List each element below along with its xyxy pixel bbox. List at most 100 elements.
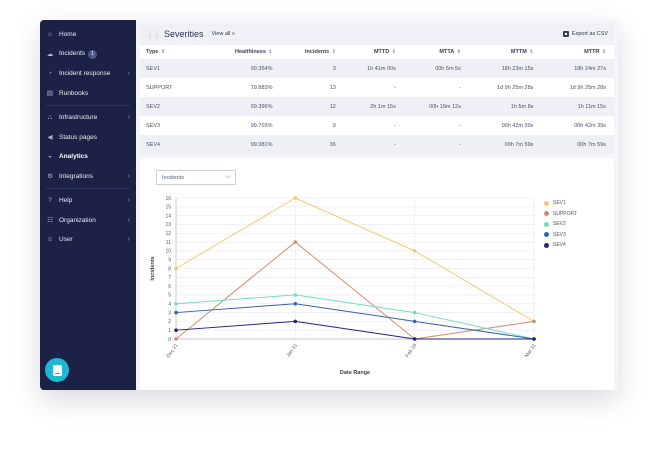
table-cell: 36 <box>280 135 344 154</box>
legend-swatch <box>544 200 549 206</box>
severities-table: Type ⇕ Healthiness ⇕ Incidents ⇕ MTTD ⇕ MTTA… <box>140 45 614 154</box>
export-csv-button[interactable]: Export as CSV <box>562 31 608 37</box>
sidebar-divider <box>46 105 130 106</box>
analytics-icon: ◒ <box>48 153 52 161</box>
column-header-label: MTTD <box>373 49 390 55</box>
table-cell: SUPPORT <box>146 84 173 91</box>
sidebar-item-incidents[interactable]: ☁ Incidents 1 <box>40 45 136 65</box>
legend-label: SEV3 <box>553 231 566 238</box>
y-tick-label: 16 <box>165 196 171 202</box>
metric-dropdown-value: Incidents <box>162 174 185 181</box>
data-point-sev4 <box>293 319 298 324</box>
chevron-down-icon: ⌵ <box>225 174 230 180</box>
table-cell: 00h 7m 59s <box>468 135 542 154</box>
table-cell: 18h 24m 27s <box>541 59 614 78</box>
sidebar-item-label: Analytics <box>59 153 88 161</box>
column-header-label: Incidents <box>305 49 330 55</box>
table-row[interactable]: SEV1 99.354% 3 1h 41m 00s 00h 5m 5s 18h 23m 1… <box>140 59 614 78</box>
sort-icon: ⇕ <box>455 49 461 55</box>
sidebar-item-runbooks[interactable]: ▤ Runbooks <box>40 84 136 104</box>
table-row[interactable]: SEV3 99.703% 9 - - 00h 42m 39s 00h 42m 39s <box>140 116 614 135</box>
column-header-mttd[interactable]: MTTD ⇕ <box>344 45 404 59</box>
table-cell: - <box>343 135 404 154</box>
data-point-sev2 <box>412 310 417 315</box>
y-tick-label: 10 <box>165 249 171 255</box>
column-header-mtta[interactable]: MTTA ⇕ <box>404 45 469 59</box>
series-line-sev4 <box>175 320 534 340</box>
y-tick-label: 0 <box>168 337 171 343</box>
table-cell: 99.354% <box>206 59 281 78</box>
sidebar: ⌂ Home ☁ Incidents 1 ◔ Incident response › ▤ Runb… <box>40 20 136 390</box>
sort-icon: ⇕ <box>600 49 606 55</box>
table-cell: 18h 23m 15s <box>468 59 542 78</box>
metric-dropdown[interactable]: Incidents ⌵ <box>156 170 236 185</box>
sort-icon: ⇕ <box>527 49 534 55</box>
data-point-support <box>174 337 178 341</box>
data-point-sev1 <box>174 266 178 271</box>
help-chat-button[interactable] <box>45 358 69 382</box>
export-label: Export as CSV <box>571 31 608 37</box>
sidebar-item-incident-response[interactable]: ◔ Incident response › <box>40 64 136 84</box>
severities-header: ⋮⋮ Severities View all » Export as CSV <box>140 23 614 45</box>
incidents-count-badge: 1 <box>88 49 98 59</box>
table-cell: 00h 5m 5s <box>403 59 469 78</box>
y-tick-label: 6 <box>168 284 171 290</box>
sidebar-item-label: Integrations <box>59 172 93 180</box>
table-row[interactable]: SUPPORT 79.883% 13 - - 1d 9h 25m 28s 1d 9h 25m… <box>140 78 614 97</box>
sort-icon: ⇕ <box>390 49 396 55</box>
chevron-right-icon: › <box>127 172 130 180</box>
severities-card: ⋮⋮ Severities View all » Export as CSV T… <box>140 23 614 154</box>
chevron-right-icon: › <box>127 197 130 205</box>
sidebar-item-label: Home <box>59 31 77 39</box>
sidebar-item-label: Help <box>59 197 73 205</box>
data-point-sev2 <box>174 301 178 306</box>
column-header-healthiness[interactable]: Healthiness ⇕ <box>206 45 280 59</box>
sidebar-item-infrastructure[interactable]: ⛬ Infrastructure › <box>40 108 136 128</box>
legend-item-sev3[interactable]: SEV3 <box>544 230 577 241</box>
sidebar-item-organization[interactable]: ☷ Organization › <box>40 211 136 231</box>
sidebar-divider <box>46 188 130 189</box>
sidebar-item-help[interactable]: ? Help › <box>40 191 136 211</box>
sidebar-item-status-pages[interactable]: ◀ Status pages <box>40 128 136 148</box>
legend-item-sev2[interactable]: SEV2 <box>544 219 577 230</box>
table-body: SEV1 99.354% 3 1h 41m 00s 00h 5m 5s 18h 23m 1… <box>140 59 614 154</box>
table-cell: SEV2 <box>140 97 207 116</box>
sidebar-item-home[interactable]: ⌂ Home <box>40 25 136 45</box>
sidebar-item-analytics[interactable]: ◒ Analytics <box>40 147 136 167</box>
view-all-link[interactable]: View all » <box>211 31 235 37</box>
sidebar-item-user[interactable]: ☺ User › <box>40 230 136 250</box>
help-icon: ? <box>48 197 52 205</box>
legend-item-support[interactable]: SUPPORT <box>544 209 577 220</box>
table-row[interactable]: SEV4 99.981% 36- -00h 7m 59s 00h 7m 59s <box>140 135 614 154</box>
table-row[interactable]: SEV2 99.396% 12 2h 1m 15s 00h 16m 12s 1h 5m 8… <box>140 97 614 116</box>
legend-swatch <box>544 211 549 217</box>
table-cell: - <box>459 84 461 91</box>
x-tick-label: Jan 31 <box>285 343 299 359</box>
drag-handle-icon[interactable]: ⋮⋮ <box>146 29 161 39</box>
column-header-mttr[interactable]: MTTR ⇕ <box>541 45 614 59</box>
table-cell: 99.981% <box>206 135 281 154</box>
column-header-type[interactable]: Type ⇕ <box>140 45 206 59</box>
column-header-mttm[interactable]: MTTM ⇕ <box>469 45 542 59</box>
legend-swatch <box>544 232 549 238</box>
table-cell: 3 <box>280 59 344 78</box>
x-tick-label: Feb 28 <box>404 343 418 359</box>
sidebar-item-label: Runbooks <box>59 89 89 97</box>
sidebar-item-integrations[interactable]: ⚙ Integrations › <box>40 167 136 187</box>
chart-legend: SEV1 SUPPORT SEV2 SEV3 SEV4 <box>544 198 577 251</box>
legend-label: SUPPORT <box>553 210 578 217</box>
table-cell: 9 <box>332 122 336 129</box>
legend-item-sev4[interactable]: SEV4 <box>544 240 577 251</box>
column-header-incidents[interactable]: Incidents ⇕ <box>280 45 343 59</box>
status-pages-icon: ◀ <box>47 134 53 142</box>
data-point-sev4 <box>174 328 178 332</box>
data-point-sev1 <box>412 249 417 253</box>
legend-item-sev1[interactable]: SEV1 <box>544 198 577 209</box>
y-tick-label: 14 <box>165 213 171 219</box>
legend-swatch <box>544 221 549 227</box>
column-header-label: Type <box>146 49 159 55</box>
y-tick-label: 1 <box>168 328 171 334</box>
table-cell: 1h 41m 00s <box>343 59 404 78</box>
table-cell: - <box>459 122 461 129</box>
